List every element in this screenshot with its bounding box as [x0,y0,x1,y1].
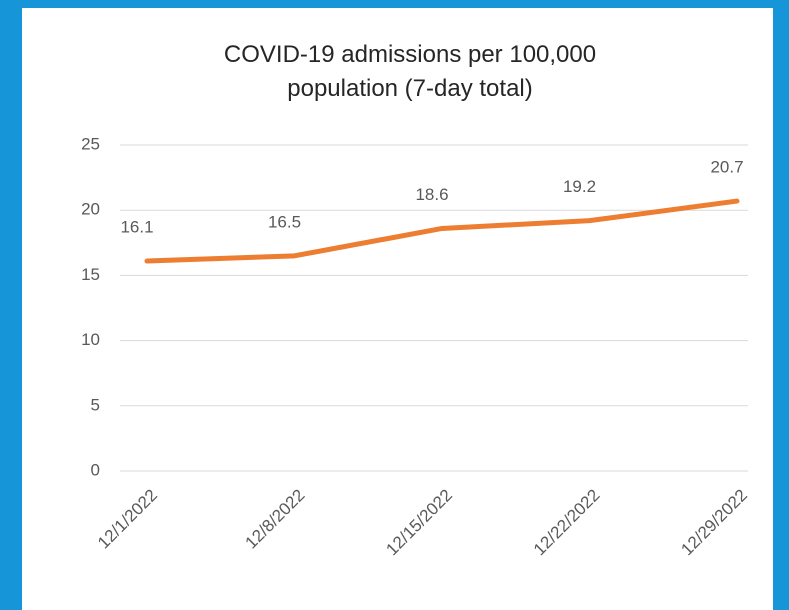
chart-title: COVID-19 admissions per 100,000 populati… [223,41,597,102]
y-tick-label: 0 [91,460,100,479]
x-tick-label: 12/8/2022 [242,486,309,553]
series-line [144,198,740,264]
data-label: 20.7 [710,158,743,177]
y-tick-label: 15 [81,265,100,284]
x-tick-label: 12/22/2022 [530,486,604,560]
data-label: 16.5 [268,212,301,231]
y-tick-label: 25 [81,134,100,153]
data-label: 18.6 [415,185,448,204]
y-tick-label: 5 [91,395,100,414]
x-tick-label: 12/15/2022 [382,486,456,560]
data-label: 16.1 [120,218,153,237]
y-tick-label: 10 [81,330,100,349]
x-tick-label: 12/1/2022 [94,486,161,553]
data-label: 19.2 [563,177,596,196]
chart-panel [22,8,773,610]
x-tick-label: 12/29/2022 [677,486,751,560]
y-tick-label: 20 [81,200,100,219]
